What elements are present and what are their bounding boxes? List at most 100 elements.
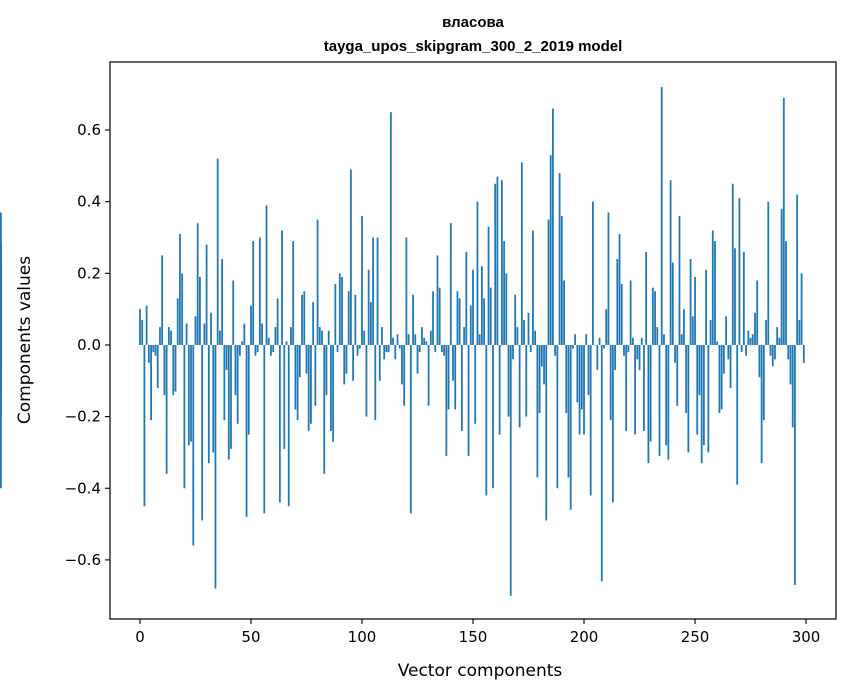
bar — [238, 344, 241, 356]
chart-title: власова — [442, 14, 504, 31]
bar — [514, 294, 517, 345]
bar — [716, 341, 719, 345]
bar — [800, 273, 803, 345]
bar — [210, 312, 212, 345]
bar — [207, 344, 210, 464]
bar — [330, 344, 332, 431]
bar — [707, 344, 710, 453]
bar — [256, 344, 259, 353]
bar — [323, 344, 326, 474]
bar — [654, 291, 656, 345]
bar — [745, 344, 747, 356]
bar — [156, 344, 159, 388]
bar — [667, 344, 670, 460]
bar — [569, 344, 572, 510]
bar — [700, 344, 703, 464]
bar — [722, 344, 725, 374]
x-tick-label: 200 — [570, 628, 599, 646]
bar — [572, 344, 574, 349]
bar — [230, 344, 232, 449]
bar — [243, 323, 246, 345]
bar — [225, 344, 228, 371]
bar — [192, 344, 195, 546]
bar — [356, 344, 359, 356]
y-tick-label: −0.2 — [65, 408, 101, 426]
bar — [751, 334, 754, 345]
bar — [523, 319, 525, 345]
bar — [272, 344, 275, 353]
bar — [389, 112, 392, 345]
bar — [469, 305, 472, 345]
bar — [711, 230, 714, 345]
bar — [480, 266, 483, 345]
bar — [290, 327, 292, 345]
bar — [552, 108, 554, 345]
bar — [749, 337, 752, 345]
bar — [676, 344, 679, 406]
bar — [338, 273, 341, 345]
x-axis-ticks: 0 50 100 150 200 250 300 — [135, 619, 820, 646]
bar — [461, 344, 463, 431]
bar — [638, 344, 641, 371]
bar — [327, 330, 330, 345]
bar — [403, 344, 406, 406]
bar — [631, 337, 634, 345]
bar — [436, 255, 439, 345]
bar — [150, 344, 152, 421]
x-tick-label: 50 — [241, 628, 260, 646]
bar — [190, 344, 192, 442]
bar — [545, 344, 548, 521]
bar — [227, 344, 230, 460]
bar — [154, 344, 157, 356]
x-tick-label: 0 — [135, 628, 145, 646]
bar — [196, 223, 199, 345]
bar — [483, 298, 485, 345]
bar — [332, 344, 335, 442]
bar — [321, 330, 323, 345]
bar — [574, 334, 577, 345]
y-tick-label: 0.0 — [77, 336, 101, 354]
bar — [292, 241, 295, 345]
bar — [694, 276, 696, 345]
bar — [516, 327, 519, 345]
bar — [607, 212, 610, 345]
bar — [578, 344, 581, 435]
bar — [212, 344, 215, 453]
bar — [782, 97, 785, 345]
bar — [245, 344, 248, 517]
bar — [494, 183, 497, 345]
bar — [318, 327, 321, 345]
bar — [247, 344, 250, 435]
bar — [623, 344, 625, 356]
bar — [421, 327, 423, 345]
bar — [687, 344, 690, 453]
bar — [487, 226, 490, 345]
bar — [423, 337, 426, 345]
bar — [170, 330, 172, 345]
bar — [176, 298, 179, 345]
bar — [538, 344, 541, 414]
bar — [680, 334, 683, 345]
bar — [760, 344, 763, 464]
y-tick-label: 0.6 — [77, 121, 101, 139]
bar — [258, 237, 261, 345]
bar — [314, 344, 317, 406]
bar — [179, 233, 181, 345]
bar — [312, 301, 315, 345]
bar — [705, 269, 708, 345]
bar — [147, 344, 150, 363]
bar — [496, 176, 499, 345]
bar — [343, 344, 346, 385]
bar — [592, 201, 594, 345]
bar — [718, 344, 721, 414]
bar — [358, 344, 361, 349]
bar — [187, 344, 190, 446]
bar — [643, 344, 645, 431]
bar — [345, 344, 348, 374]
x-tick-label: 250 — [681, 628, 710, 646]
bar — [754, 312, 756, 345]
bar — [598, 337, 601, 345]
bar — [492, 344, 494, 489]
bar — [201, 344, 204, 521]
bar — [596, 344, 599, 371]
